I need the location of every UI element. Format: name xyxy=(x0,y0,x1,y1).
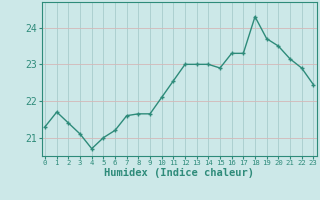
X-axis label: Humidex (Indice chaleur): Humidex (Indice chaleur) xyxy=(104,168,254,178)
